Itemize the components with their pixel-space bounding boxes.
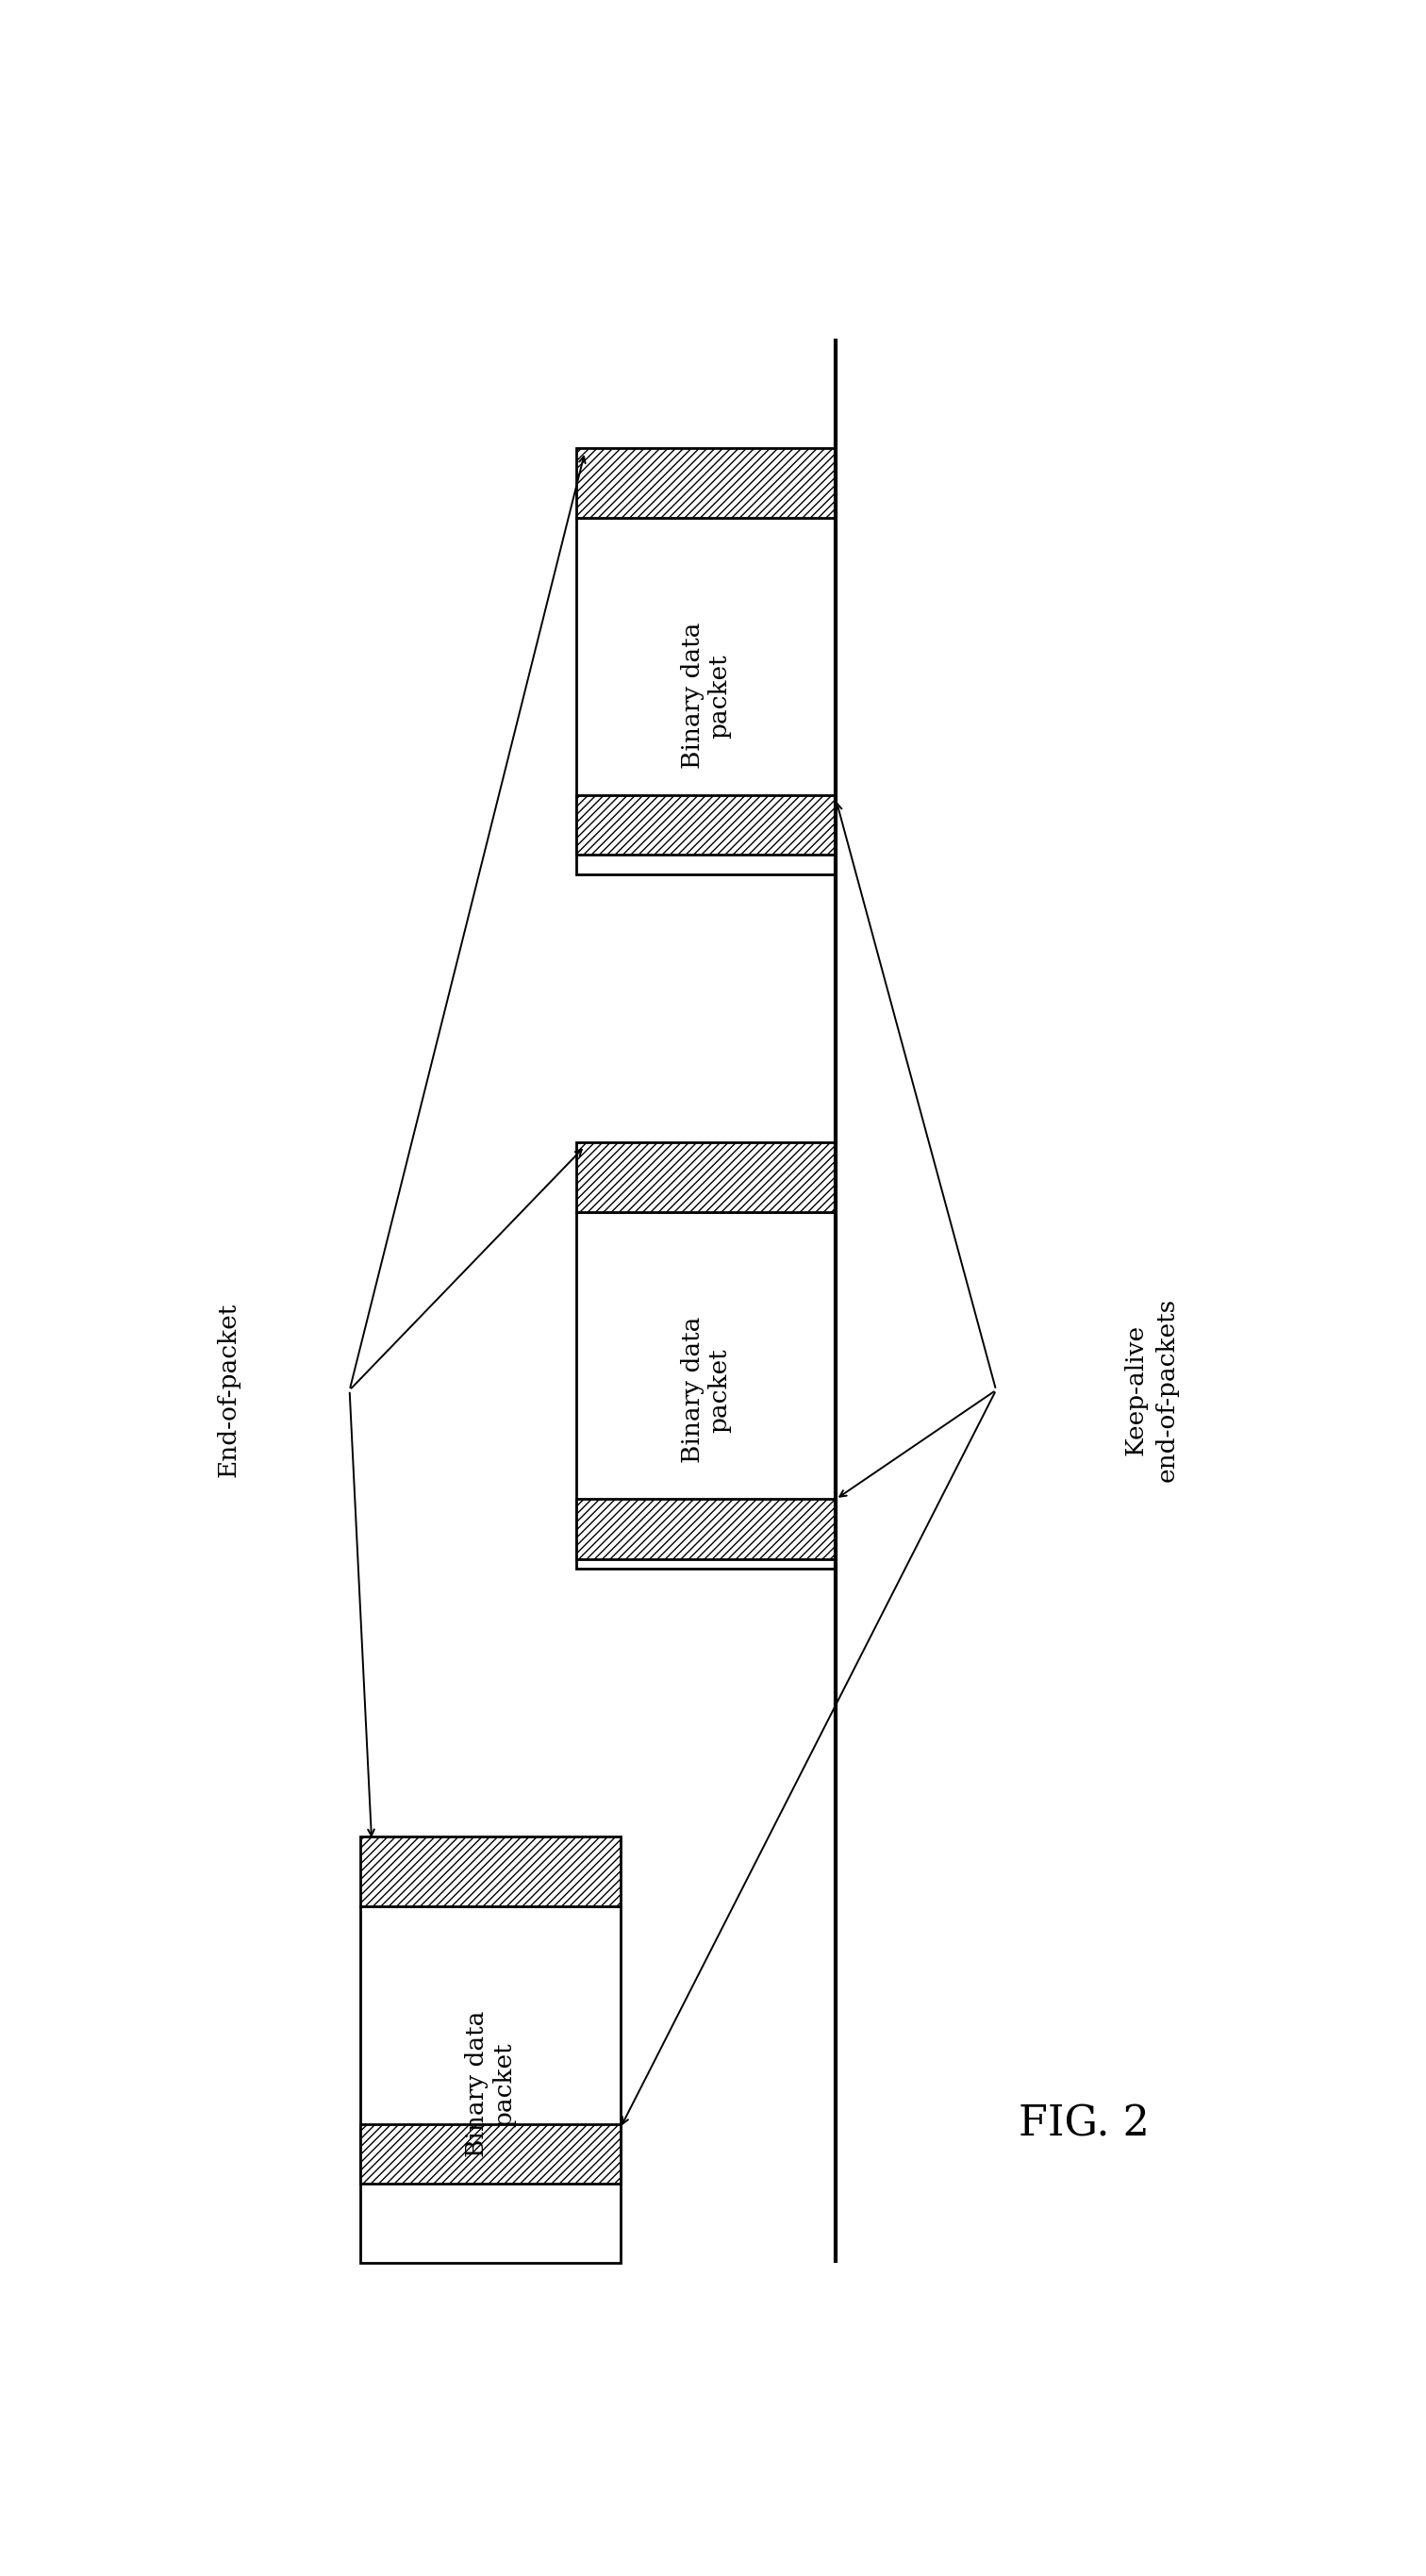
Bar	[576, 448, 836, 518]
Text: Binary data
packet: Binary data packet	[680, 1316, 732, 1463]
Text: FIG. 2: FIG. 2	[1020, 2105, 1149, 2143]
Text: End-of-packet: End-of-packet	[217, 1303, 240, 1479]
Text: Binary data
packet: Binary data packet	[465, 2012, 516, 2159]
Text: Keep-alive
end-of-packets: Keep-alive end-of-packets	[1124, 1298, 1178, 1481]
Bar	[576, 1499, 836, 1558]
Bar	[576, 1211, 836, 1569]
Text: Binary data
packet: Binary data packet	[680, 623, 732, 770]
Bar	[576, 518, 836, 873]
Bar	[361, 2125, 620, 2184]
Bar	[361, 1906, 620, 2262]
Bar	[361, 1837, 620, 1906]
Bar	[576, 1141, 836, 1211]
Bar	[576, 796, 836, 855]
